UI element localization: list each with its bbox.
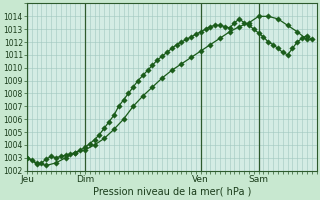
X-axis label: Pression niveau de la mer( hPa ): Pression niveau de la mer( hPa ): [92, 187, 251, 197]
